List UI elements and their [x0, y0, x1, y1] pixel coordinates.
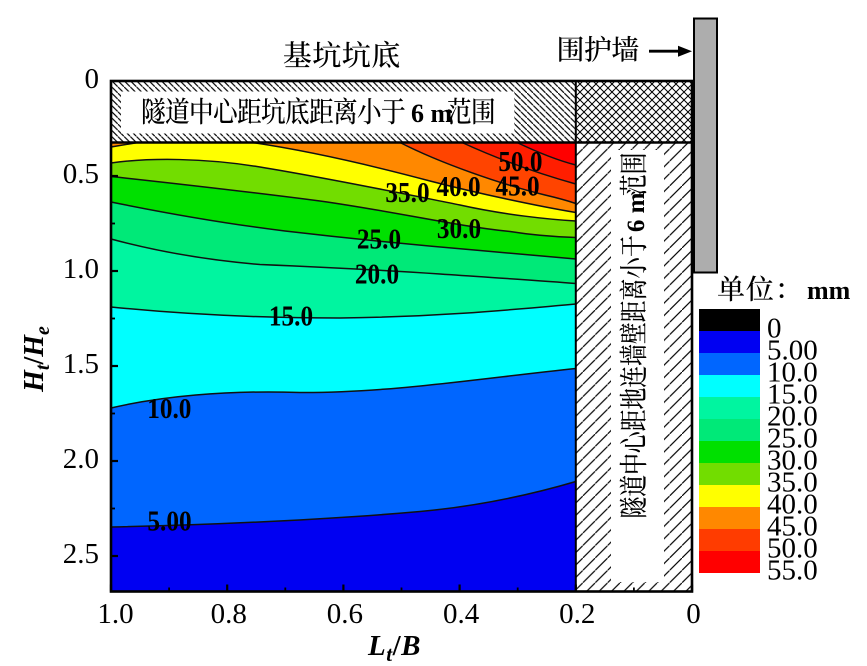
svg-text:40.0: 40.0	[767, 489, 818, 521]
svg-text:5.00: 5.00	[147, 505, 191, 537]
svg-text:30.0: 30.0	[767, 445, 818, 477]
svg-text:Ht/He: Ht/He	[19, 326, 54, 393]
svg-text:2.0: 2.0	[63, 443, 99, 475]
svg-text:0.8: 0.8	[211, 598, 247, 630]
svg-text:50.0: 50.0	[767, 533, 818, 565]
svg-text:2.5: 2.5	[63, 538, 99, 570]
svg-text:mm: mm	[807, 276, 851, 305]
svg-text:6 m: 6 m	[623, 192, 650, 232]
svg-text:5.00: 5.00	[767, 335, 818, 367]
svg-text:0.4: 0.4	[443, 598, 480, 630]
svg-text:30.0: 30.0	[437, 212, 481, 244]
svg-text:45.0: 45.0	[767, 511, 818, 543]
svg-text:15.0: 15.0	[767, 379, 818, 411]
svg-text:0.5: 0.5	[63, 158, 99, 190]
svg-text:1.5: 1.5	[63, 348, 99, 380]
svg-text:10.0: 10.0	[767, 357, 818, 389]
svg-text:35.0: 35.0	[385, 176, 429, 208]
svg-text:40.0: 40.0	[437, 170, 481, 202]
svg-text:50.0: 50.0	[498, 146, 542, 178]
svg-text:10.0: 10.0	[147, 392, 191, 424]
svg-text:0: 0	[767, 313, 782, 345]
svg-text:1.0: 1.0	[97, 598, 133, 630]
svg-text:0: 0	[686, 598, 701, 630]
svg-text:0.2: 0.2	[559, 598, 595, 630]
svg-text:0.6: 0.6	[327, 598, 363, 630]
svg-text:20.0: 20.0	[355, 258, 399, 290]
svg-text:55.0: 55.0	[767, 555, 818, 587]
svg-text:0: 0	[85, 63, 100, 95]
svg-text:20.0: 20.0	[767, 401, 818, 433]
svg-text:15.0: 15.0	[269, 300, 313, 332]
svg-text:6 m: 6 m	[411, 99, 453, 128]
svg-text:25.0: 25.0	[357, 223, 401, 255]
svg-text:45.0: 45.0	[496, 170, 540, 202]
svg-text:Lt/B: Lt/B	[367, 630, 421, 666]
svg-text:35.0: 35.0	[767, 467, 818, 499]
svg-text:25.0: 25.0	[767, 423, 818, 455]
svg-text:1.0: 1.0	[63, 253, 99, 285]
